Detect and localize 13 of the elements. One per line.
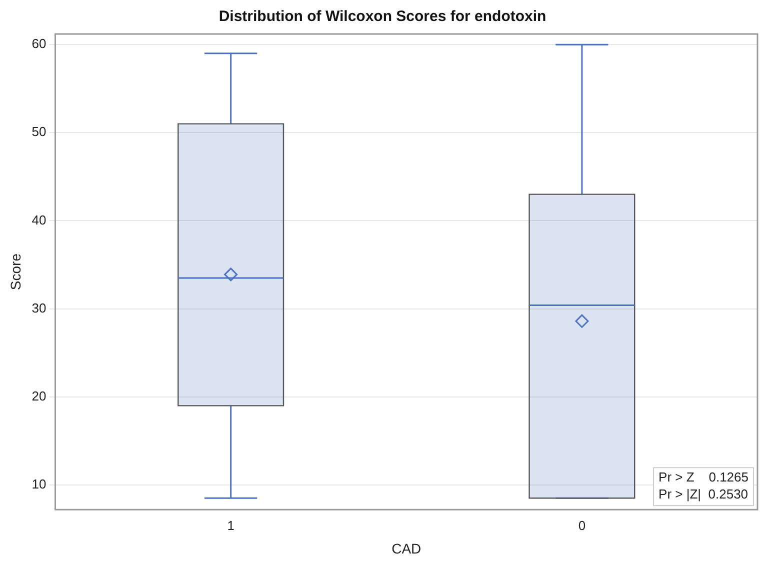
y-tick-label: 50 — [32, 124, 46, 140]
chart-title: Distribution of Wilcoxon Scores for endotoxin — [218, 8, 546, 26]
x-tick-label: 0 — [578, 518, 586, 533]
annotation: Pr > Z 0.1265 — [658, 470, 749, 485]
y-axis-title: Score — [7, 253, 24, 290]
y-tick-label: 30 — [32, 300, 46, 316]
y-tick-label: 10 — [32, 476, 46, 492]
x-axis-title: CAD — [392, 540, 422, 556]
annotation: Pr > |Z| 0.2530 — [658, 486, 748, 502]
y-tick-label: 60 — [32, 36, 46, 52]
x-tick-label: 1 — [227, 518, 234, 533]
y-tick-label: 20 — [32, 388, 46, 404]
y-tick-label: 40 — [32, 212, 46, 228]
